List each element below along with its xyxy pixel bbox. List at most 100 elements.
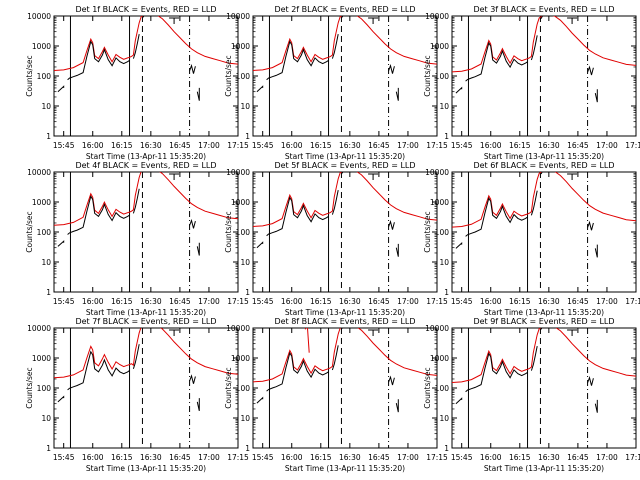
- det-7f-ylabel: Counts/sec: [25, 367, 34, 408]
- det-8f-events-trace-segment: [388, 375, 395, 386]
- det-6f-ytick-label: 1000: [430, 198, 449, 207]
- det-5f-xtick-label: 16:30: [339, 297, 361, 306]
- det-2f-attenuator-marker: [368, 17, 379, 24]
- det-7f-panel: Det 7f BLACK = Events, RED = LLD 1 10 100 10…: [25, 317, 249, 473]
- det-9f-events-trace-segment: [465, 352, 528, 393]
- det-4f-ytick-label: 10000: [27, 168, 51, 177]
- det-2f-panel: Det 2f BLACK = Events, RED = LLD 1 10 100 10…: [224, 5, 448, 161]
- det-4f-events-trace-segment: [67, 195, 130, 235]
- det-7f-lld-trace: [54, 328, 238, 379]
- det-4f-xtick-label: 17:15: [227, 297, 249, 306]
- det-5f-frame: [252, 171, 438, 293]
- det-4f-xtick-label: 17:00: [198, 297, 220, 306]
- det-9f-ylabel: Counts/sec: [423, 367, 432, 408]
- det-6f-xtick-label: 17:00: [596, 297, 618, 306]
- det-2f-events-trace-segment: [266, 40, 329, 81]
- det-3f-events-trace-segment: [455, 86, 463, 94]
- det-5f-xtick-label: 16:15: [310, 297, 332, 306]
- det-4f-ytick-label: 1000: [32, 198, 51, 207]
- det-9f-events-trace-segment: [587, 376, 594, 386]
- det-1f-xtick-label: 17:15: [227, 141, 249, 150]
- det-9f-ytick-label: 10: [439, 414, 449, 423]
- det-4f-frame: [53, 171, 239, 293]
- det-8f-ytick-label: 10000: [226, 324, 250, 333]
- det-5f-events-trace-segment: [388, 220, 395, 230]
- det-6f-panel: Det 6f BLACK = Events, RED = LLD 1 10 100 10…: [423, 161, 640, 317]
- det-1f-title: Det 1f BLACK = Events, RED = LLD: [75, 5, 216, 14]
- det-3f-xtick-label: 17:00: [596, 141, 618, 150]
- det-8f-events-trace-segment: [256, 396, 264, 404]
- det-9f-events-trace-segment: [455, 397, 463, 405]
- det-2f-xtick-label: 17:00: [397, 141, 419, 150]
- det-1f-ytick-label: 100: [37, 72, 52, 81]
- det-5f-xtick-label: 17:15: [426, 297, 448, 306]
- det-2f-xtick-label: 17:15: [426, 141, 448, 150]
- det-4f-ylabel: Counts/sec: [25, 211, 34, 252]
- det-8f-panel: Det 8f BLACK = Events, RED = LLD 1 10 100 10…: [224, 317, 448, 473]
- det-9f-xtick-label: 16:00: [480, 453, 502, 462]
- det-9f-plot-area: [452, 328, 636, 448]
- det-6f-title: Det 6f BLACK = Events, RED = LLD: [473, 161, 614, 170]
- det-9f-xtick-label: 17:00: [596, 453, 618, 462]
- det-5f-events-trace-segment: [256, 241, 264, 249]
- det-6f-ylabel: Counts/sec: [423, 211, 432, 252]
- det-3f-events-trace-segment: [587, 65, 594, 76]
- det-8f-lld-spike: [304, 328, 310, 353]
- det-4f-xtick-label: 16:30: [140, 297, 162, 306]
- det-3f-xtick-label: 17:15: [625, 141, 640, 150]
- det-9f-attenuator-marker: [567, 329, 578, 336]
- det-2f-xtick-label: 16:00: [281, 141, 303, 150]
- det-3f-events-trace-segment: [465, 41, 528, 82]
- det-3f-attenuator-marker: [567, 17, 578, 24]
- det-8f-events-trace-segment: [395, 399, 399, 413]
- det-1f-xtick-label: 16:00: [82, 141, 104, 150]
- det-8f-ytick-label: 10: [240, 414, 250, 423]
- det-8f-xtick-label: 17:00: [397, 453, 419, 462]
- det-4f-xtick-label: 16:00: [82, 297, 104, 306]
- det-4f-attenuator-marker: [169, 173, 180, 180]
- det-7f-ytick-label: 1: [46, 444, 51, 453]
- det-2f-xtick-label: 16:30: [339, 141, 361, 150]
- det-3f-ytick-label: 1000: [430, 42, 449, 51]
- det-1f-lld-trace: [54, 16, 238, 71]
- det-6f-xtick-label: 16:15: [509, 297, 531, 306]
- det-7f-ytick-label: 100: [37, 384, 52, 393]
- det-3f-ytick-label: 10000: [425, 12, 449, 21]
- det-5f-ytick-label: 10000: [226, 168, 250, 177]
- det-4f-plot-area: [54, 172, 238, 292]
- det-8f-events-trace-segment: [341, 328, 344, 329]
- det-5f-events-trace-segment: [341, 172, 344, 174]
- det-7f-xtick-label: 17:00: [198, 453, 220, 462]
- det-8f-plot-area: [253, 328, 437, 448]
- det-6f-lld-trace: [452, 172, 636, 228]
- det-1f-events-trace-segment: [57, 85, 65, 93]
- det-7f-events-trace-segment: [57, 395, 65, 403]
- det-2f-xtick-label: 15:45: [252, 141, 274, 150]
- det-3f-xtick-label: 16:00: [480, 141, 502, 150]
- det-9f-ytick-label: 1: [444, 444, 449, 453]
- det-9f-ytick-label: 1000: [430, 354, 449, 363]
- det-5f-xtick-label: 17:00: [397, 297, 419, 306]
- det-7f-frame: [53, 327, 239, 449]
- det-7f-ytick-label: 10000: [27, 324, 51, 333]
- det-2f-events-trace-segment: [341, 16, 344, 18]
- det-3f-panel: Det 3f BLACK = Events, RED = LLD 1 10 100 10…: [423, 5, 640, 161]
- det-6f-xtick-label: 16:00: [480, 297, 502, 306]
- det-1f-ylabel: Counts/sec: [25, 55, 34, 96]
- det-8f-lld-trace: [253, 328, 437, 383]
- det-5f-panel: Det 5f BLACK = Events, RED = LLD 1 10 100 10…: [224, 161, 448, 317]
- det-4f-xlabel: Start Time (13-Apr-11 15:35:20): [86, 308, 206, 317]
- det-5f-xtick-label: 15:45: [252, 297, 274, 306]
- det-8f-title: Det 8f BLACK = Events, RED = LLD: [274, 317, 415, 326]
- det-4f-title: Det 4f BLACK = Events, RED = LLD: [75, 161, 216, 170]
- det-7f-plot-area: [54, 328, 238, 448]
- det-8f-xlabel: Start Time (13-Apr-11 15:35:20): [285, 464, 405, 473]
- det-1f-xtick-label: 16:15: [111, 141, 133, 150]
- det-1f-xtick-label: 16:45: [169, 141, 191, 150]
- det-2f-xlabel: Start Time (13-Apr-11 15:35:20): [285, 152, 405, 161]
- det-2f-lld-trace: [253, 16, 437, 71]
- det-1f-ytick-label: 10: [41, 102, 51, 111]
- det-1f-xtick-label: 16:30: [140, 141, 162, 150]
- det-6f-xtick-label: 15:45: [451, 297, 473, 306]
